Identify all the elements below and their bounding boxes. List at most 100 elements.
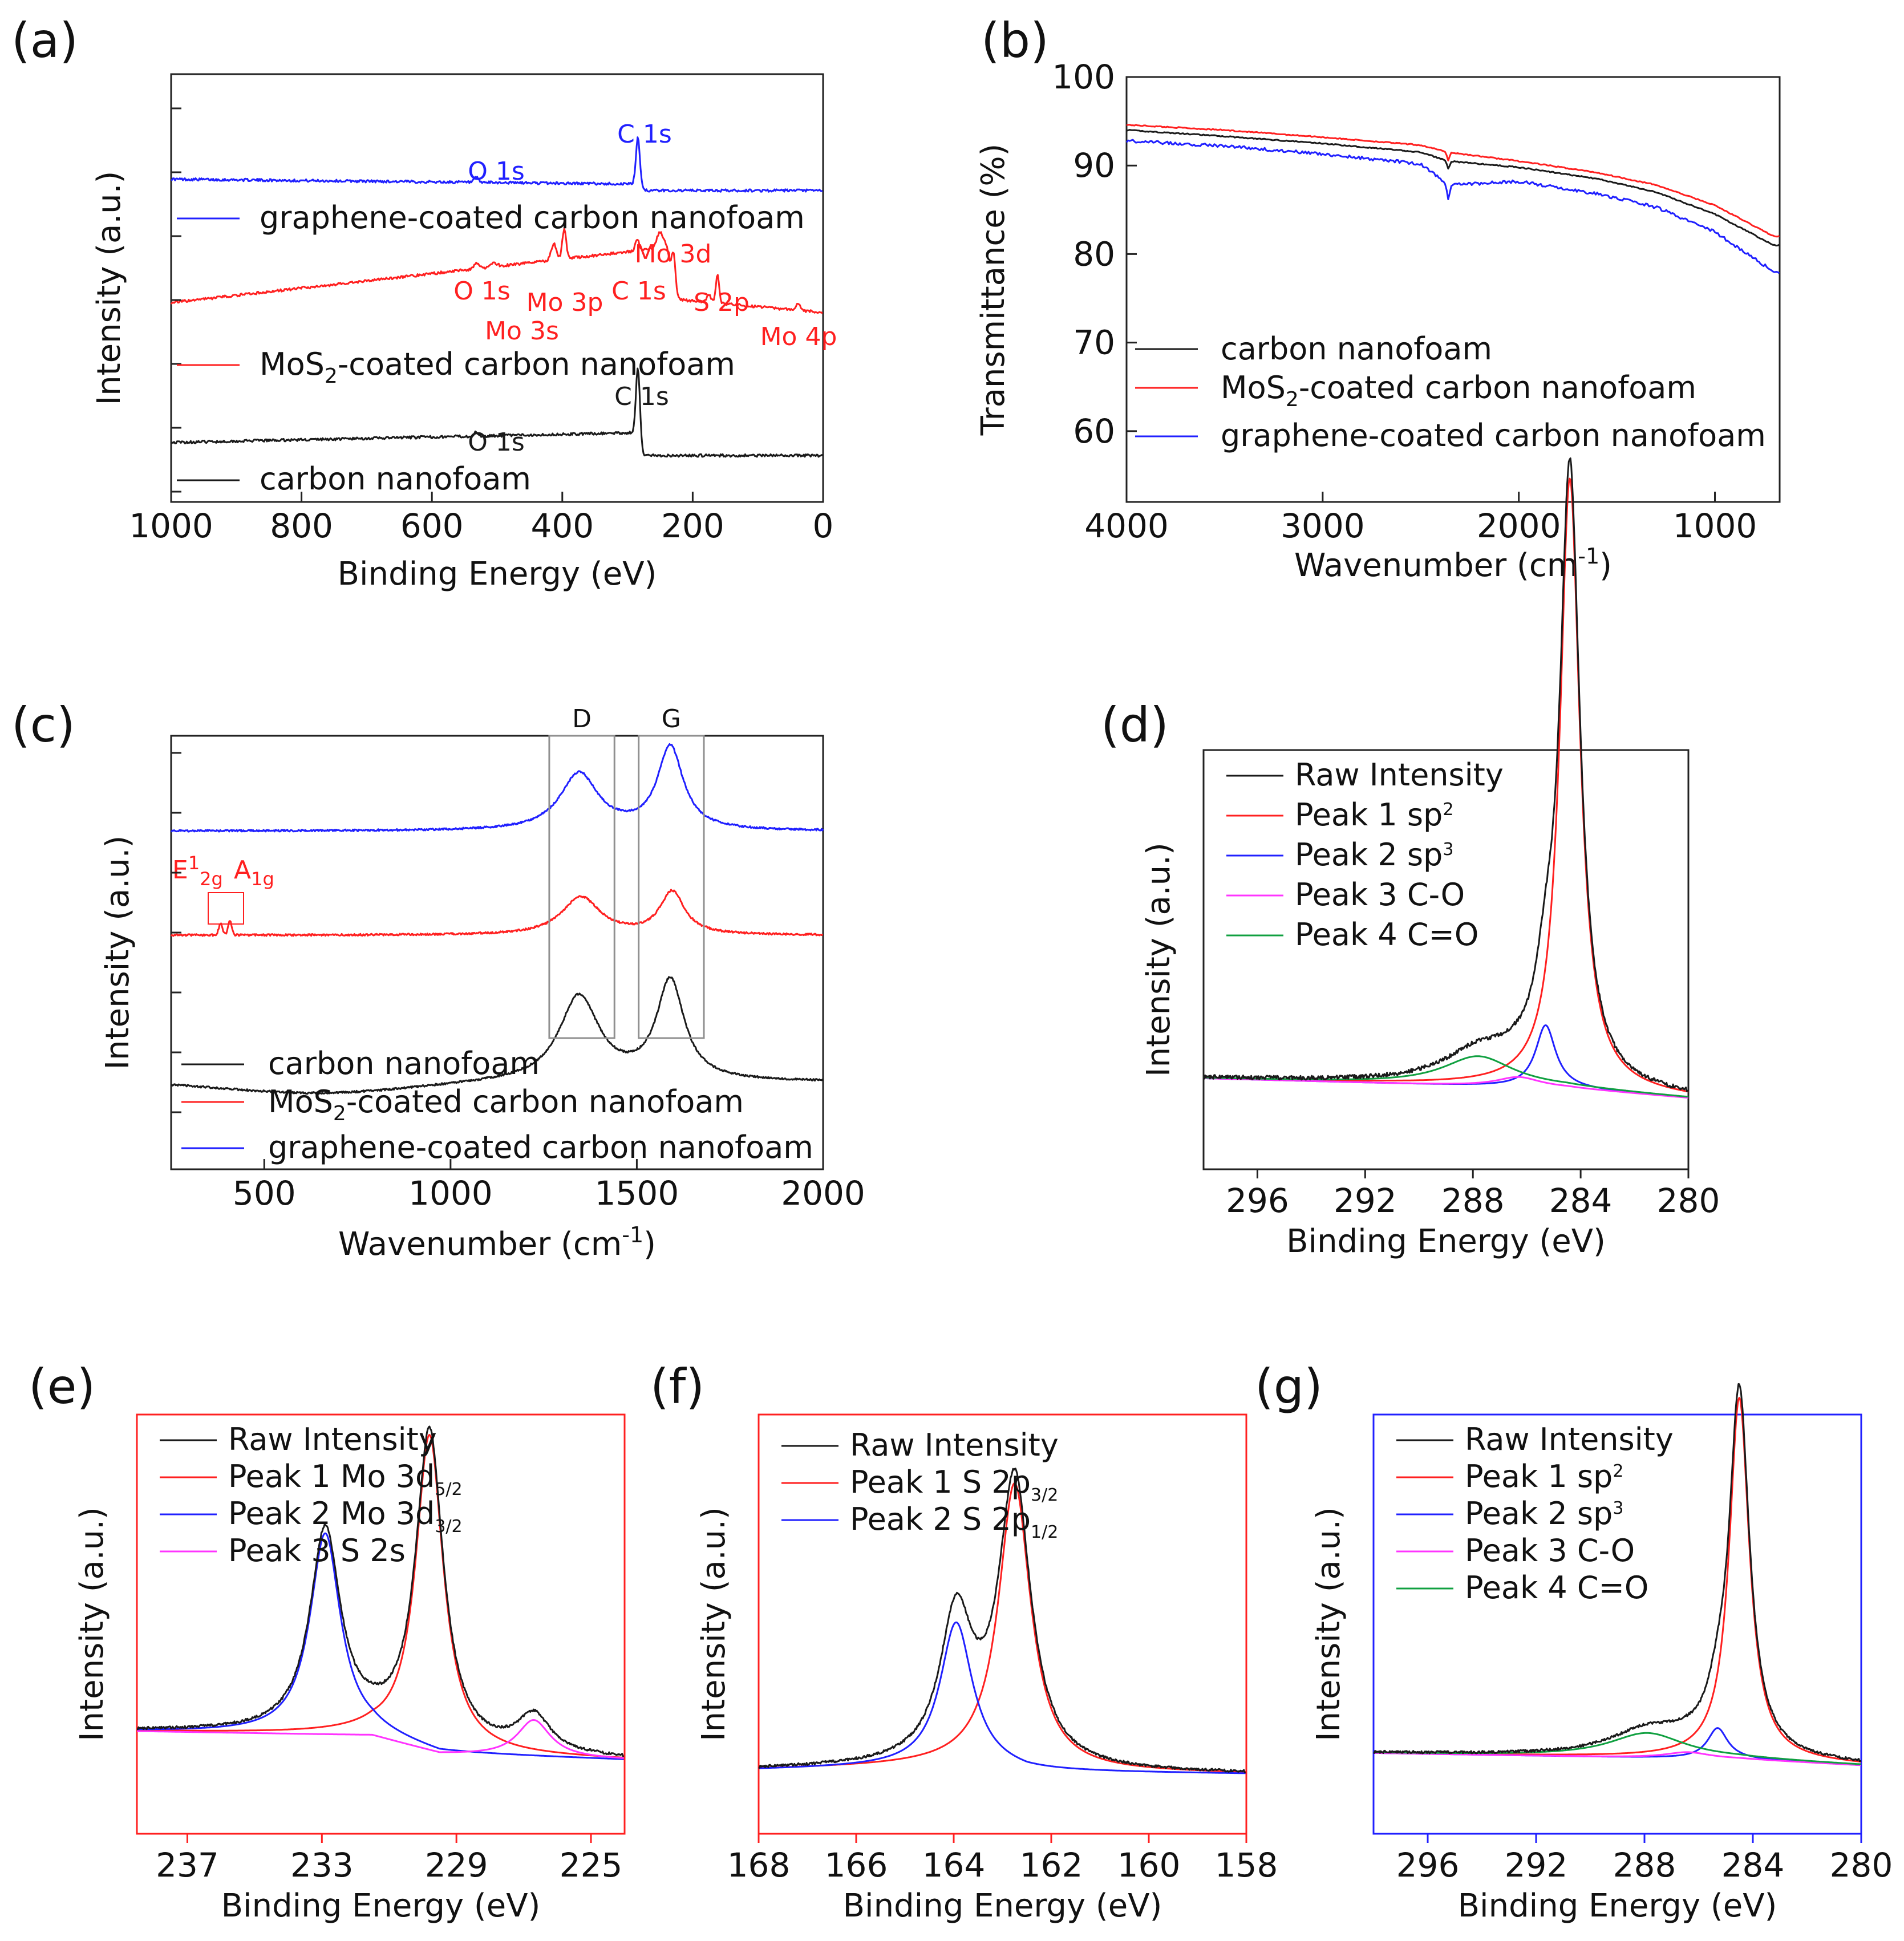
panel-g-legend-label: Peak 2 sp3	[1465, 1496, 1623, 1531]
panel-d-component-line	[1203, 1055, 1689, 1098]
panel-b-ytick-label: 70	[1073, 323, 1115, 362]
panel-b-ytick-label: 90	[1073, 146, 1115, 185]
panel-g-xtick-label: 288	[1613, 1846, 1676, 1885]
panel-b-xtick-label: 1000	[1673, 506, 1757, 545]
panel-c-legend-label: graphene-coated carbon nanofoam	[268, 1129, 813, 1165]
panel-c-series-line	[170, 976, 824, 1095]
panel-c-legend-label: carbon nanofoam	[268, 1046, 540, 1081]
panel-b-series-line	[1126, 124, 1780, 238]
panel-b-xtick-label: 2000	[1477, 506, 1561, 545]
panel-a-xtick-label: 600	[400, 506, 464, 545]
panel-b-ytick-label: 80	[1073, 234, 1115, 273]
panel-g-xlabel: Binding Energy (eV)	[1458, 1887, 1777, 1924]
panel-g-legend-label: Peak 4 C=O	[1465, 1570, 1648, 1606]
panel-d-raw-line	[1203, 457, 1689, 1092]
panel-label: (a)	[11, 13, 78, 68]
panel-a-peak-annotation: S 2p	[694, 288, 750, 317]
panel-label: (e)	[29, 1359, 95, 1415]
panel-d-legend-label: Raw Intensity	[1295, 757, 1504, 793]
panel-a-legend-label: graphene-coated carbon nanofoam	[260, 200, 805, 236]
panel-e-xtick-label: 233	[290, 1846, 354, 1885]
panel-e-legend-label: Peak 2 Mo 3d3/2	[228, 1496, 463, 1537]
panel-f-frame	[757, 1413, 1247, 1835]
panel-c-box-label: D	[572, 704, 592, 734]
panel-g-legend-label: Raw Intensity	[1465, 1421, 1674, 1457]
panel-f-xtick-label: 164	[922, 1846, 986, 1885]
panel-g-xtick-label: 292	[1505, 1846, 1568, 1885]
panel-c-series-line	[171, 743, 824, 833]
panel-b-legend-label: carbon nanofoam	[1221, 331, 1492, 367]
panel-e-component-line	[136, 1434, 624, 1758]
panel-b-xtick-label: 4000	[1084, 506, 1169, 545]
panel-g-xtick-label: 296	[1396, 1846, 1460, 1885]
panel-b-series-line	[1125, 139, 1780, 274]
panel-e-raw-line	[136, 1425, 625, 1757]
panel-f-xtick-label: 162	[1020, 1846, 1083, 1885]
panel-c-xtick-label: 1500	[595, 1174, 679, 1213]
panel-e-legend-label: Raw Intensity	[228, 1421, 437, 1457]
panel-g-xtick-label: 284	[1721, 1846, 1785, 1885]
panel-g-legend-label: Peak 3 C-O	[1465, 1533, 1635, 1569]
panel-e-xtick-label: 229	[425, 1846, 488, 1885]
panel-c-series-line	[170, 889, 824, 937]
panel-a-peak-annotation: Mo 3d	[635, 240, 712, 269]
panel-f-ylabel: Intensity (a.u.)	[695, 1507, 732, 1741]
panel-d-legend-label: Peak 3 C-O	[1295, 877, 1465, 913]
panel-a-series-line	[171, 136, 823, 193]
panel-a-peak-annotation: Mo 3p	[526, 288, 603, 317]
panel-c-xtick-label: 500	[233, 1174, 296, 1213]
panel-d-xtick-label: 296	[1226, 1181, 1289, 1220]
panel-a-series-line	[170, 367, 823, 458]
panel-g-component-line	[1373, 1732, 1862, 1765]
panel-e-frame	[136, 1413, 626, 1835]
panel-label: (g)	[1255, 1359, 1323, 1415]
panel-c-legend-label: MoS2-coated carbon nanofoam	[268, 1084, 744, 1125]
panel-a-peak-annotation: C 1s	[614, 382, 669, 411]
panel-f-xlabel: Binding Energy (eV)	[843, 1887, 1162, 1924]
panel-b-legend-label: MoS2-coated carbon nanofoam	[1221, 370, 1696, 411]
panel-a-xtick-label: 200	[661, 506, 724, 545]
panel-f-legend-label: Peak 2 S 2p1/2	[850, 1501, 1058, 1542]
panel-label: (f)	[650, 1359, 704, 1415]
panel-a-xtick-label: 800	[270, 506, 333, 545]
panel-a-peak-annotation: C 1s	[611, 277, 666, 306]
panel-d-xtick-label: 280	[1657, 1181, 1720, 1220]
panel-f-component-line	[758, 1621, 1246, 1774]
panel-a-xtick-label: 400	[530, 506, 594, 545]
panel-e-xtick-label: 225	[560, 1846, 623, 1885]
panel-a-frame	[170, 73, 824, 503]
panel-a-peak-annotation: O 1s	[468, 157, 525, 186]
panel-d-frame	[1202, 749, 1690, 1170]
panel-f-xtick-label: 166	[825, 1846, 888, 1885]
panel-d-xtick-label: 288	[1441, 1181, 1505, 1220]
panel-b-xtick-label: 3000	[1281, 506, 1365, 545]
panel-c-box	[638, 735, 705, 1039]
panel-b-ytick-label: 60	[1073, 412, 1115, 451]
panel-g-raw-line	[1373, 1383, 1862, 1762]
panel-e-component-line	[136, 1719, 624, 1759]
panel-d-legend-label: Peak 1 sp2	[1295, 797, 1453, 833]
panel-c-mos2-label: A1g	[234, 856, 274, 890]
panel-b-frame	[1125, 76, 1781, 503]
panel-f-legend-label: Raw Intensity	[850, 1427, 1059, 1463]
panel-b-legend-label: graphene-coated carbon nanofoam	[1221, 418, 1766, 453]
panel-d-legend-label: Peak 2 sp3	[1295, 837, 1453, 873]
panel-b-ylabel: Transmittance (%)	[975, 144, 1012, 436]
panel-f-raw-line	[758, 1468, 1246, 1773]
panel-a-xlabel: Binding Energy (eV)	[338, 556, 657, 593]
panel-d-xlabel: Binding Energy (eV)	[1286, 1223, 1606, 1260]
panel-c-xtick-label: 2000	[781, 1174, 865, 1213]
panel-a-legend-label: carbon nanofoam	[260, 461, 531, 497]
panel-c-box-label: G	[662, 704, 681, 734]
panel-f-xtick-label: 160	[1117, 1846, 1181, 1885]
panel-b-series-line	[1126, 129, 1780, 247]
panel-g-component-line	[1373, 1751, 1862, 1766]
panel-f-xtick-label: 168	[727, 1846, 791, 1885]
panel-b-ytick-label: 100	[1052, 58, 1115, 96]
panel-b-xlabel: Wavenumber (cm-1)	[1294, 544, 1612, 584]
panel-d-ylabel: Intensity (a.u.)	[1140, 842, 1177, 1077]
panel-g-frame	[1372, 1413, 1862, 1835]
panel-e-xtick-label: 237	[156, 1846, 219, 1885]
panel-g-legend-label: Peak 1 sp2	[1465, 1458, 1623, 1494]
